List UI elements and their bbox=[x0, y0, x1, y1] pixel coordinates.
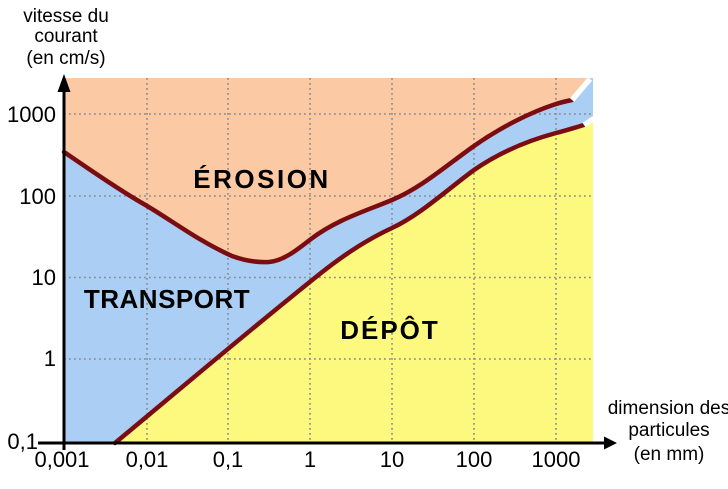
y-tick-100: 100 bbox=[19, 184, 56, 209]
x-axis-title-line1: dimension des bbox=[608, 398, 728, 419]
x-tick-1: 1 bbox=[304, 447, 316, 472]
y-axis-arrow-icon bbox=[57, 74, 71, 92]
transport-zone-label: TRANSPORT bbox=[84, 284, 250, 314]
gridlines bbox=[64, 78, 593, 443]
x-tick-0-001: 0,001 bbox=[34, 447, 89, 472]
erosion-curve bbox=[61, 97, 575, 265]
erosion-region bbox=[64, 78, 589, 263]
x-tick-0-01: 0,01 bbox=[126, 447, 169, 472]
depot-region bbox=[115, 119, 593, 443]
erosion-zone-label: ÉROSION bbox=[193, 164, 330, 194]
y-tick-10: 10 bbox=[32, 265, 56, 290]
depot-zone-label: DÉPÔT bbox=[340, 315, 440, 345]
zone-fills bbox=[64, 78, 593, 443]
x-tick-labels: 0,001 0,01 0,1 1 10 100 1000 bbox=[34, 447, 580, 472]
deposition-curve bbox=[112, 122, 587, 446]
deposition-curve-gap bbox=[582, 116, 596, 128]
y-tick-1000: 1000 bbox=[7, 102, 56, 127]
x-tick-10: 10 bbox=[380, 447, 404, 472]
y-axis-title: vitesse du courant (en cm/s) bbox=[23, 6, 109, 69]
x-axis-title-line3: (en mm) bbox=[634, 444, 705, 465]
zone-labels: ÉROSION TRANSPORT DÉPÔT bbox=[84, 164, 440, 345]
axes bbox=[38, 86, 604, 450]
y-axis-title-line1: vitesse du bbox=[23, 6, 109, 27]
boundary-curves bbox=[61, 97, 587, 446]
x-axis-title: dimension des particules (en mm) bbox=[608, 398, 728, 465]
x-axis-arrow-icon bbox=[604, 436, 617, 450]
x-axis-title-line2: particules bbox=[628, 420, 709, 441]
y-axis-title-line3: (en cm/s) bbox=[26, 48, 105, 69]
curve-end-gaps bbox=[569, 77, 596, 128]
x-tick-100: 100 bbox=[456, 447, 493, 472]
erosion-curve-gap bbox=[569, 77, 593, 102]
y-axis-title-line2: courant bbox=[34, 26, 98, 47]
x-tick-1000: 1000 bbox=[532, 447, 581, 472]
y-tick-0-1: 0,1 bbox=[7, 429, 38, 454]
y-tick-labels: 1000 100 10 1 0,1 bbox=[7, 102, 56, 454]
y-tick-1: 1 bbox=[44, 346, 56, 371]
x-tick-0-1: 0,1 bbox=[213, 447, 244, 472]
